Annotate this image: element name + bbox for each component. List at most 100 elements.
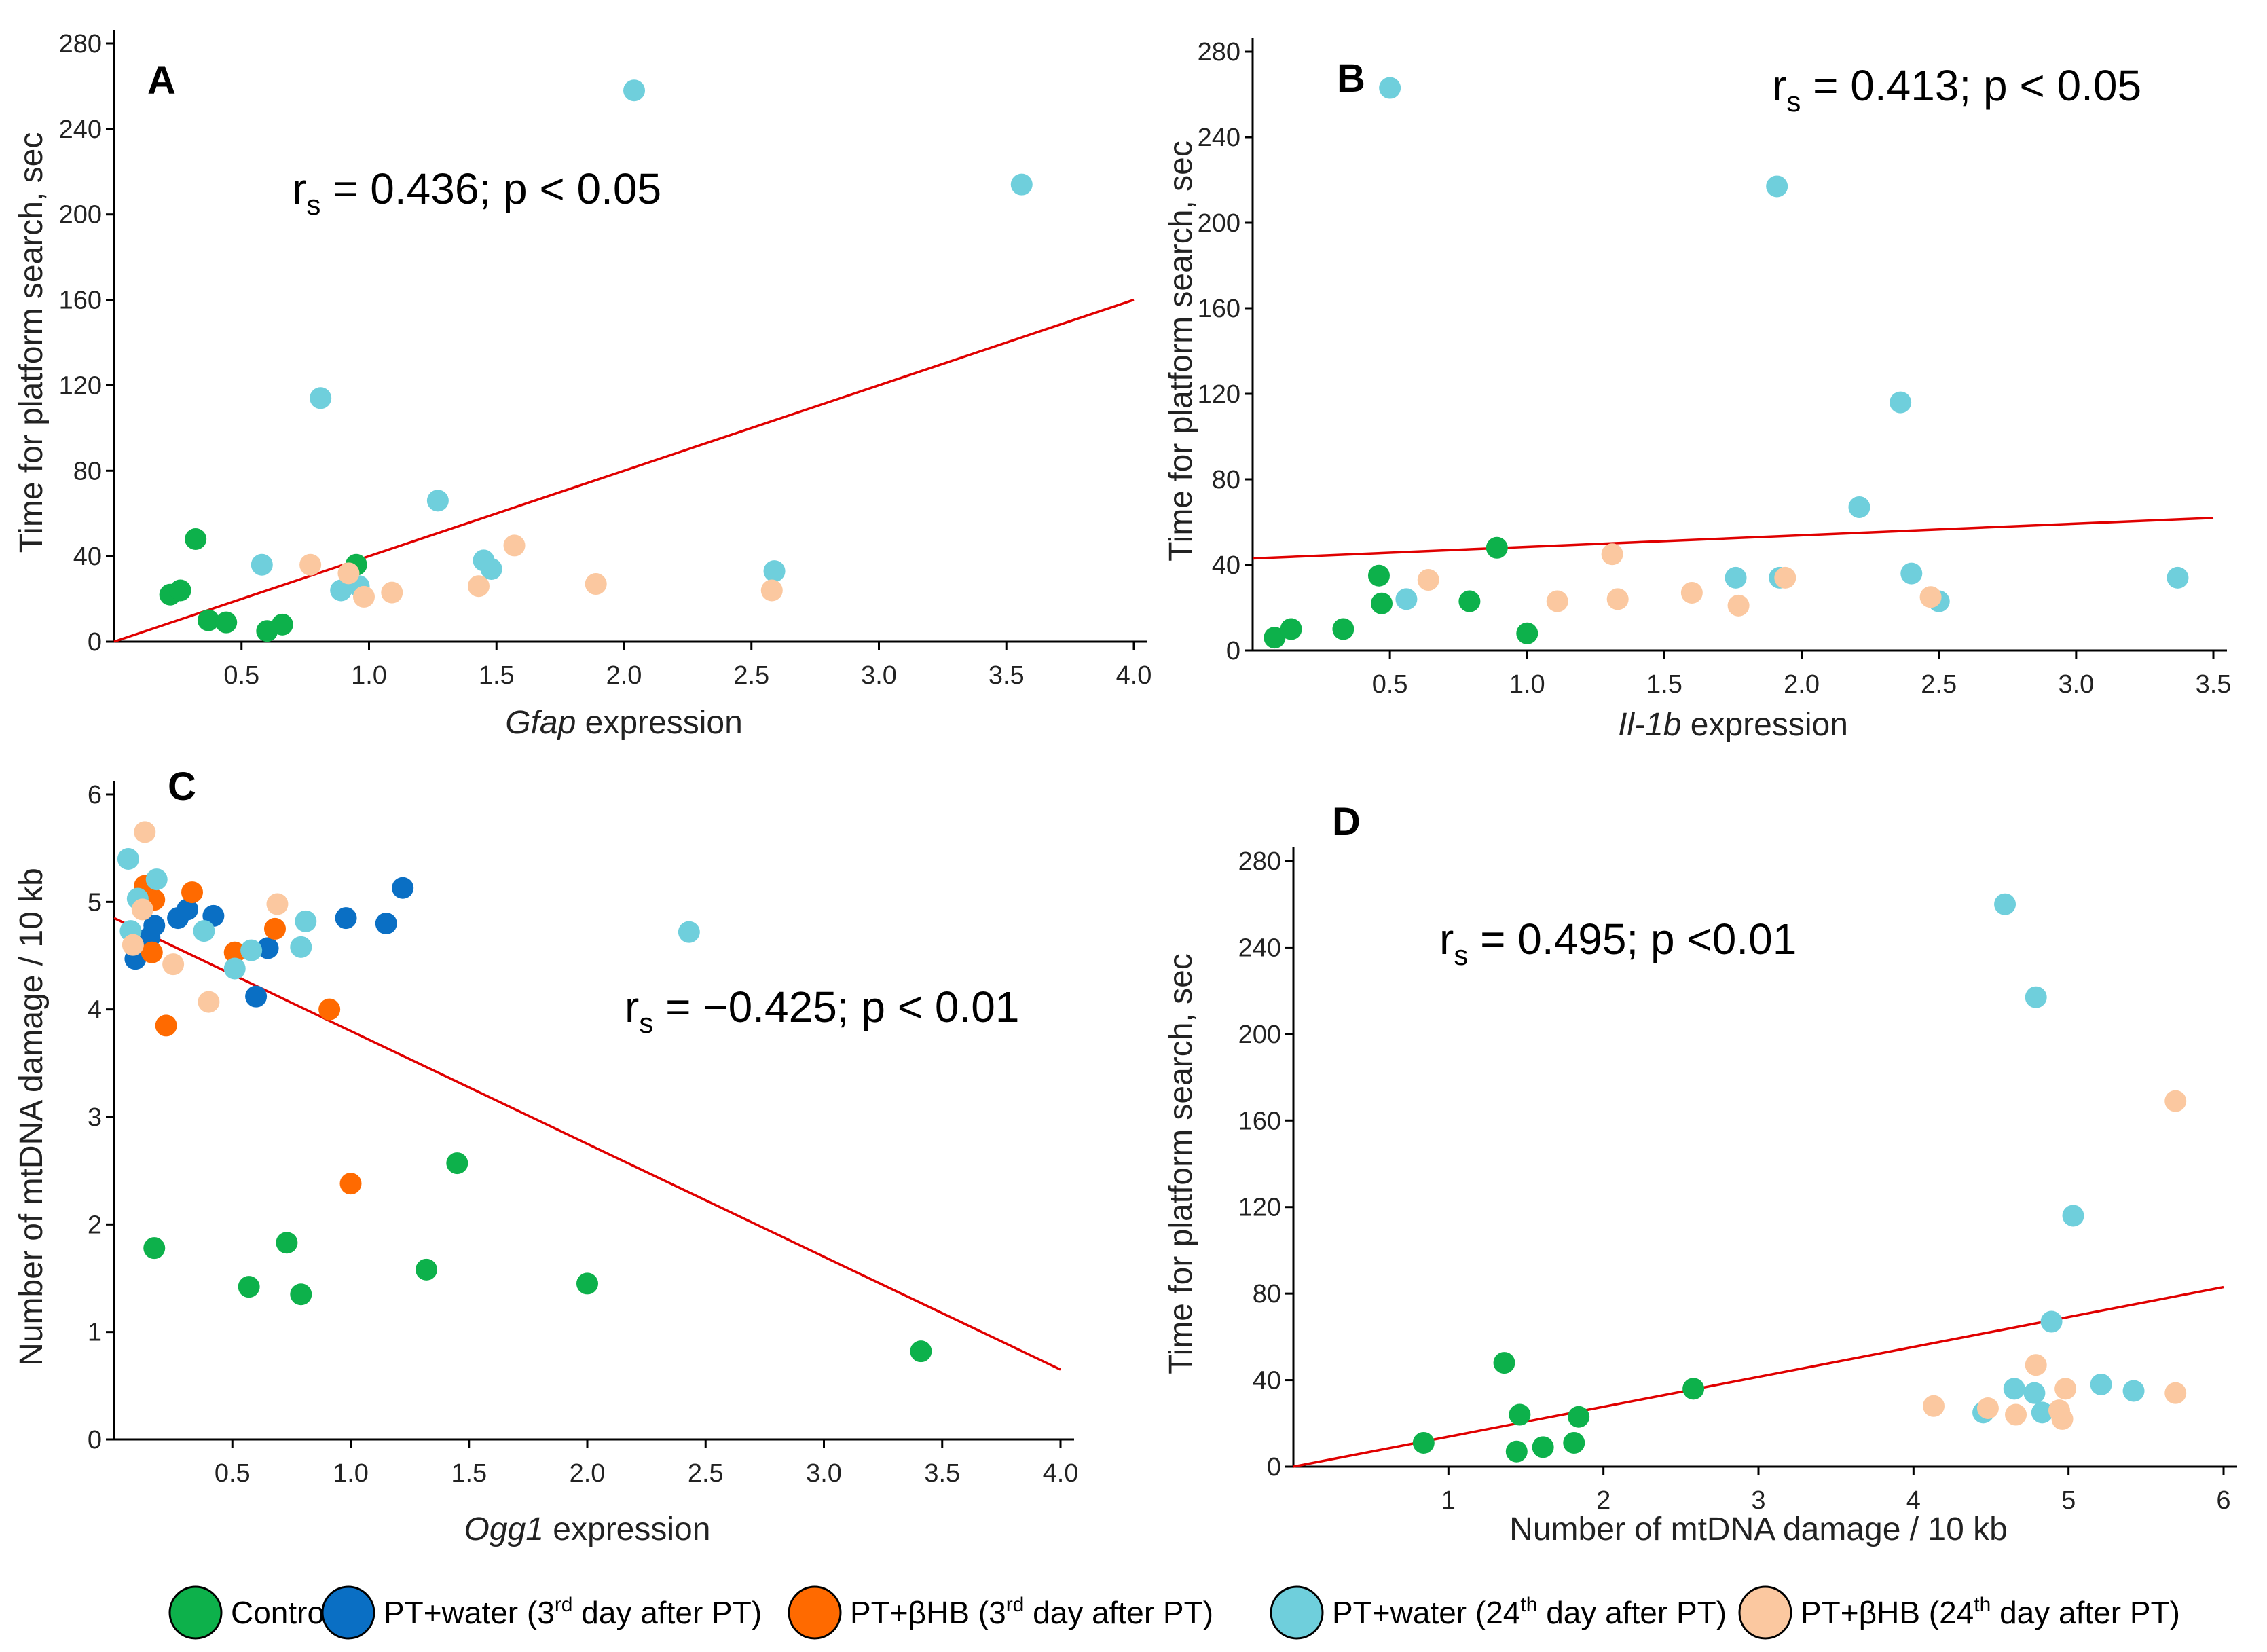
y-tick-label: 80 bbox=[1212, 466, 1240, 494]
y-tick-label: 280 bbox=[59, 30, 102, 58]
data-point-control bbox=[1568, 1406, 1590, 1428]
data-point-bhb24 bbox=[1680, 581, 1703, 604]
data-point-pt24 bbox=[251, 553, 273, 576]
legend-swatch bbox=[1738, 1585, 1792, 1640]
data-point-bhb24 bbox=[352, 585, 375, 608]
y-tick-label: 240 bbox=[1238, 934, 1281, 962]
stat-r: r bbox=[1439, 915, 1454, 963]
trend-line bbox=[113, 298, 1135, 643]
y-tick-label: 120 bbox=[59, 371, 102, 400]
data-point-bhb3 bbox=[155, 1014, 177, 1037]
data-point-pt24 bbox=[290, 936, 312, 958]
panel-c: 0 1 2 3 4 5 6 0.5 1.0 1.5 2.0 2.5 3.0 3.5 4.0 Ogg1 expr… bbox=[14, 765, 1078, 1547]
y-tick-label: 5 bbox=[88, 888, 102, 917]
data-point-control bbox=[416, 1258, 438, 1281]
data-point-bhb24 bbox=[162, 953, 185, 976]
data-point-bhb24 bbox=[503, 534, 526, 557]
x-tick-label: 2.5 bbox=[1921, 670, 1957, 699]
data-point-control bbox=[197, 609, 219, 631]
stat-annotation: rs = −0.425; p < 0.01 bbox=[625, 983, 1019, 1039]
legend-label: PT+βHB (24th day after PT) bbox=[1801, 1594, 2180, 1630]
data-point-bhb24 bbox=[131, 898, 153, 921]
y-tick-label: 240 bbox=[1198, 124, 1240, 152]
legend-swatch bbox=[321, 1585, 375, 1640]
data-point-control bbox=[215, 611, 238, 634]
data-point-control bbox=[185, 528, 207, 550]
data-point-control bbox=[1682, 1378, 1705, 1400]
stat-text: = 0.436; p < 0.05 bbox=[320, 164, 661, 213]
data-point-pt24 bbox=[1890, 391, 1912, 414]
data-point-bhb3 bbox=[141, 941, 163, 963]
data-point-pt24 bbox=[2023, 1382, 2046, 1404]
data-point-control bbox=[446, 1152, 468, 1175]
data-point-bhb24 bbox=[134, 821, 156, 843]
data-point-bhb24 bbox=[266, 893, 289, 915]
data-point-pt24 bbox=[2040, 1310, 2063, 1333]
y-tick-label: 200 bbox=[1198, 209, 1240, 238]
panel-label: B bbox=[1337, 56, 1365, 100]
y-tick-label: 80 bbox=[73, 457, 102, 485]
data-point-bhb24 bbox=[1417, 569, 1439, 591]
y-tick-label: 0 bbox=[88, 628, 102, 657]
legend-item-bhb3: PT+βHB (3rd day after PT) bbox=[788, 1585, 1213, 1640]
data-point-pt24 bbox=[1010, 173, 1033, 196]
data-point-control bbox=[1509, 1403, 1531, 1426]
stat-text: = −0.425; p < 0.01 bbox=[653, 983, 1019, 1031]
x-tick-label: 2.0 bbox=[1784, 670, 1820, 699]
x-axis-title: Gfap expression bbox=[505, 705, 743, 741]
stat-text: = 0.495; p <0.01 bbox=[1468, 915, 1796, 963]
x-tick-label: 1.0 bbox=[333, 1459, 369, 1488]
legend-swatch bbox=[788, 1585, 842, 1640]
stat-subscript: s bbox=[1786, 86, 1801, 117]
data-point-control bbox=[1563, 1431, 1585, 1454]
data-point-bhb3 bbox=[263, 917, 286, 940]
data-point-pt24 bbox=[2025, 986, 2047, 1008]
x-axis-title: Il-1b expression bbox=[1618, 707, 1848, 743]
x-tick-label: 4 bbox=[1906, 1486, 1921, 1515]
legend-label: PT+water (24th day after PT) bbox=[1332, 1594, 1727, 1630]
legend-label-main: PT+water (24 bbox=[1332, 1595, 1520, 1630]
data-point-pt24 bbox=[2003, 1378, 2025, 1400]
legend-item-control: Control bbox=[168, 1585, 331, 1640]
x-axis-title-text: expression bbox=[576, 705, 742, 741]
data-point-pt24 bbox=[330, 579, 352, 602]
data-point-pt24 bbox=[1395, 588, 1418, 610]
x-axis-title-text: Number of mtDNA damage / 10 kb bbox=[1509, 1511, 2008, 1547]
panel-b: 0 40 80 120 160 200 240 280 0.5 1.0 1.5 2.0 2.5 3.0 3.… bbox=[1163, 38, 2231, 743]
data-point-control bbox=[143, 1237, 166, 1260]
y-tick-label: 160 bbox=[59, 287, 102, 315]
y-tick-label: 0 bbox=[1226, 637, 1240, 665]
legend-swatch bbox=[168, 1585, 223, 1640]
x-tick-label: 3.5 bbox=[989, 661, 1025, 690]
legend-label: Control bbox=[231, 1595, 331, 1630]
data-point-pt24 bbox=[1725, 566, 1747, 589]
y-axis-title: Number of mtDNA damage / 10 kb bbox=[14, 868, 50, 1366]
data-point-pt24 bbox=[480, 558, 502, 581]
x-axis-title-italic: Il-1b bbox=[1618, 707, 1681, 743]
x-tick-label: 2.0 bbox=[606, 661, 642, 690]
y-tick-label: 80 bbox=[1253, 1280, 1281, 1308]
x-axis-title-text: expression bbox=[1681, 707, 1847, 743]
x-tick-label: 2.5 bbox=[733, 661, 769, 690]
data-point-pt3 bbox=[177, 898, 199, 921]
data-point-control bbox=[1264, 627, 1286, 649]
data-point-pt24 bbox=[623, 79, 646, 102]
x-tick-label: 3.0 bbox=[2058, 670, 2094, 699]
x-tick-label: 2 bbox=[1596, 1486, 1610, 1515]
data-point-pt24 bbox=[2031, 1401, 2053, 1424]
x-tick-label: 2.0 bbox=[570, 1459, 606, 1488]
x-axis-title-text: expression bbox=[544, 1511, 710, 1547]
y-tick-label: 160 bbox=[1198, 295, 1240, 323]
y-tick-label: 200 bbox=[1238, 1021, 1281, 1049]
y-tick-label: 120 bbox=[1198, 380, 1240, 409]
x-axis-title: Ogg1 expression bbox=[464, 1511, 711, 1547]
data-point-pt24 bbox=[2062, 1205, 2084, 1227]
data-point-bhb24 bbox=[381, 581, 403, 604]
data-point-pt24 bbox=[2122, 1380, 2145, 1402]
x-tick-label: 4.0 bbox=[1116, 661, 1152, 690]
y-tick-label: 40 bbox=[73, 543, 102, 571]
data-point-bhb24 bbox=[2051, 1408, 2074, 1430]
data-point-control bbox=[910, 1340, 932, 1363]
data-point-pt24 bbox=[1848, 496, 1870, 518]
data-point-control bbox=[1516, 622, 1538, 644]
